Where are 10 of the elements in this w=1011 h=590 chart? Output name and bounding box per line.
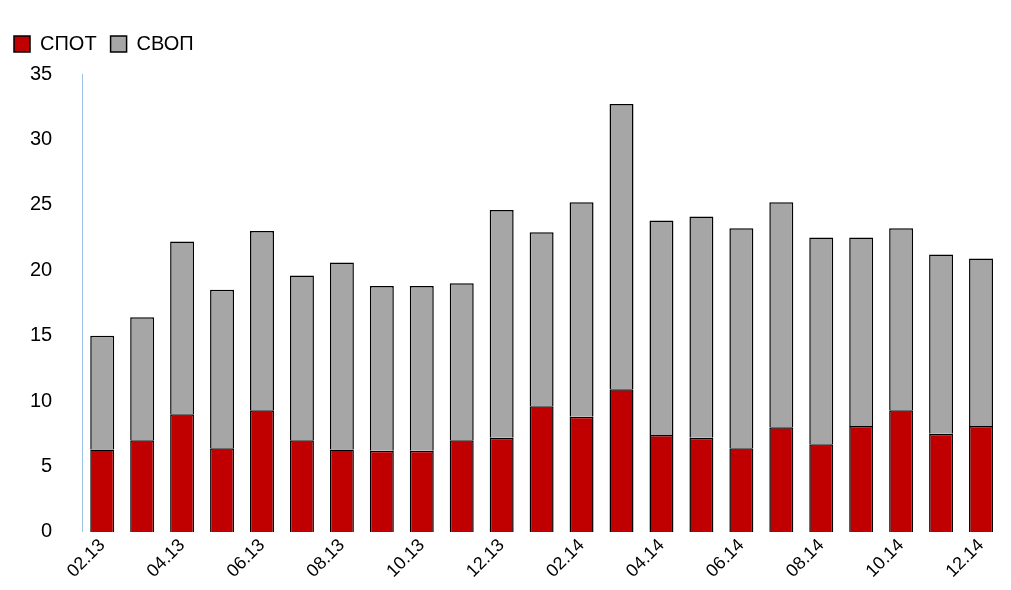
legend-label: СВОП bbox=[136, 31, 194, 54]
y-tick-label: 30 bbox=[30, 126, 53, 149]
y-tick-label: 10 bbox=[30, 388, 53, 411]
legend-label: СПОТ bbox=[40, 31, 97, 54]
y-tick-label: 15 bbox=[30, 323, 53, 346]
y-tick-label: 25 bbox=[30, 192, 53, 215]
y-tick-label: 0 bbox=[41, 519, 53, 542]
y-tick-label: 5 bbox=[41, 453, 53, 476]
y-tick-label: 20 bbox=[30, 257, 53, 280]
y-tick-label: 35 bbox=[30, 61, 53, 84]
